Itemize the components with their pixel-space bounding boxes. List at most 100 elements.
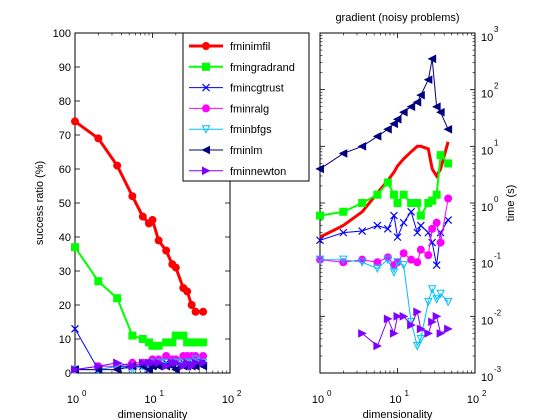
data-point-fmingradrand bbox=[128, 331, 137, 340]
x-tick-exponent: 1 bbox=[405, 389, 410, 398]
data-point-fminbfgs bbox=[357, 258, 367, 267]
data-point-fmingradrand bbox=[444, 159, 453, 168]
data-point-fminlm bbox=[399, 107, 408, 117]
x-tick-exponent: 0 bbox=[82, 389, 87, 398]
data-point-fmincgtrust bbox=[71, 324, 79, 333]
y-tick-exponent: -2 bbox=[494, 308, 502, 317]
x-axis-label: dimensionality bbox=[118, 409, 188, 420]
y-tick-label: 20 bbox=[59, 300, 71, 312]
data-point-fminlm bbox=[427, 54, 437, 64]
data-point-fmingradrand bbox=[373, 190, 382, 199]
series-fmincgtrust bbox=[316, 207, 453, 270]
data-point-fminlm bbox=[357, 142, 367, 151]
data-point-fmingradrand bbox=[432, 190, 441, 199]
data-point-fminnewton bbox=[383, 314, 393, 324]
data-point-fminlm bbox=[144, 365, 153, 374]
data-point-fmingradrand bbox=[389, 190, 398, 199]
data-point-fminlm bbox=[432, 102, 441, 112]
y-tick-label: 80 bbox=[59, 96, 71, 108]
data-point-fminlm bbox=[315, 164, 324, 174]
series-fmingradrand bbox=[316, 151, 453, 220]
legend-label: fminbfgs bbox=[230, 124, 272, 136]
data-point-fminralg bbox=[424, 251, 433, 260]
data-point-fminbfgs bbox=[373, 264, 382, 274]
y-tick-label: 90 bbox=[59, 62, 71, 74]
legend-entry-fmincgtrust: fmincgtrust bbox=[189, 83, 284, 95]
data-point-fminralg bbox=[432, 218, 441, 227]
data-point-fminlm bbox=[416, 90, 425, 100]
legend-label: fminralg bbox=[230, 103, 269, 115]
series-fminnewton bbox=[358, 307, 453, 351]
data-point-fminralg bbox=[413, 258, 422, 267]
series-line-fmincgtrust bbox=[319, 210, 449, 266]
data-point-fminralg bbox=[399, 249, 408, 258]
data-point-fminimfil bbox=[138, 212, 147, 221]
data-point-fminbfgs bbox=[389, 268, 399, 277]
y-axis-label: success ratio (%) bbox=[34, 161, 46, 245]
data-point-fminlm bbox=[435, 107, 445, 117]
legend-label: fminlm bbox=[230, 145, 262, 157]
legend-entry-fminnewton: fminnewton bbox=[189, 166, 286, 178]
y-tick-label: 10 bbox=[481, 202, 493, 214]
data-point-fminbfgs bbox=[424, 297, 433, 307]
data-point-fmincgtrust bbox=[390, 211, 398, 220]
data-point-fmingradrand bbox=[428, 196, 437, 205]
data-point-fmincgtrust bbox=[316, 236, 324, 245]
data-point-fminimfil bbox=[94, 134, 103, 143]
data-point-fminlm bbox=[423, 75, 433, 84]
data-point-fminnewton bbox=[373, 341, 382, 351]
data-point-fminlm bbox=[443, 124, 453, 134]
data-point-fminlm bbox=[383, 124, 392, 134]
time-panel: 10010110210-310-210-1100101102103dimensi… bbox=[312, 12, 517, 420]
data-point-fmingradrand bbox=[413, 199, 422, 207]
y-tick-label: 60 bbox=[59, 164, 71, 176]
legend-entry-fminimfil: fminimfil bbox=[189, 41, 270, 53]
data-point-fminnewton bbox=[154, 358, 164, 368]
data-point-fminnewton bbox=[407, 320, 416, 330]
data-point-fminlm bbox=[338, 149, 348, 158]
data-point-fminbfgs bbox=[427, 285, 437, 294]
data-point-fmincgtrust bbox=[432, 261, 441, 270]
data-point-fmingradrand bbox=[71, 243, 79, 252]
y-tick-exponent: -3 bbox=[494, 365, 502, 374]
legend-marker bbox=[202, 166, 211, 176]
x-tick-exponent: 2 bbox=[237, 389, 242, 398]
x-tick-exponent: 0 bbox=[327, 389, 332, 398]
data-point-fmingradrand bbox=[393, 199, 402, 207]
data-point-fminnewton bbox=[94, 361, 103, 371]
data-point-fmingradrand bbox=[179, 331, 188, 340]
data-point-fminlm bbox=[171, 365, 180, 374]
y-tick-label: 0 bbox=[65, 368, 71, 380]
data-point-fmincgtrust bbox=[413, 228, 422, 237]
series-fmingradrand bbox=[71, 243, 208, 350]
legend-label: fmincgtrust bbox=[230, 83, 284, 95]
y-tick-label: 30 bbox=[59, 266, 71, 278]
series-fminlm bbox=[315, 54, 453, 174]
data-point-fminnewton bbox=[444, 324, 453, 334]
y-tick-label: 70 bbox=[59, 130, 71, 142]
y-tick-exponent: 0 bbox=[494, 195, 499, 204]
data-point-fmingradrand bbox=[383, 178, 392, 187]
data-point-fmingradrand bbox=[399, 190, 408, 199]
data-point-fminimfil bbox=[154, 236, 163, 245]
y-tick-label: 10 bbox=[481, 145, 493, 157]
data-point-fminbfgs bbox=[399, 261, 408, 270]
data-point-fmingradrand bbox=[358, 199, 367, 207]
data-point-fminnewton bbox=[358, 329, 367, 338]
data-point-fminnewton bbox=[71, 365, 80, 374]
data-point-fminnewton bbox=[128, 361, 137, 371]
data-point-fminnewton bbox=[389, 329, 399, 338]
data-point-fminbfgs bbox=[412, 341, 422, 351]
data-point-fmingradrand bbox=[154, 341, 163, 350]
data-point-fminnewton bbox=[432, 312, 442, 321]
data-point-fminralg bbox=[199, 352, 208, 360]
data-point-fmingradrand bbox=[94, 277, 103, 286]
legend-entry-fminlm: fminlm bbox=[189, 145, 262, 157]
x-tick-exponent: 1 bbox=[160, 389, 165, 398]
data-point-fminimfil bbox=[187, 301, 196, 309]
data-point-fminnewton bbox=[199, 358, 208, 368]
data-point-fmingradrand bbox=[171, 331, 180, 340]
data-point-fminbfgs bbox=[432, 295, 441, 304]
data-point-fmingradrand bbox=[113, 294, 122, 303]
